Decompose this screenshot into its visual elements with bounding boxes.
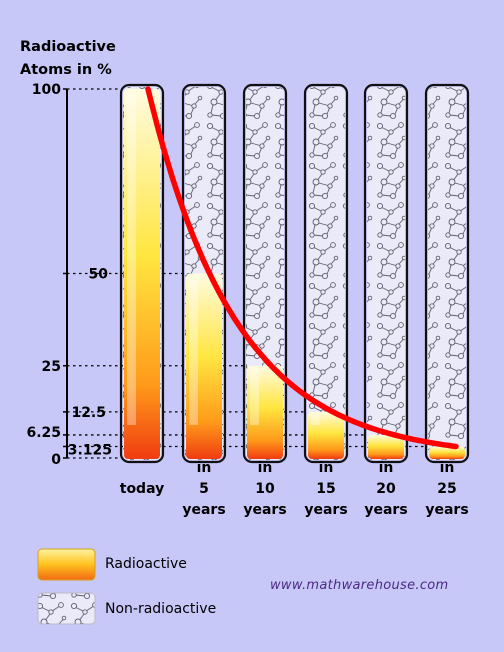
- y-tick-label: 25: [42, 359, 61, 375]
- y-axis-title-line2: Atoms in %: [20, 62, 112, 78]
- x-tick-label-line: 20: [376, 481, 396, 497]
- x-tick-label-line: 5: [199, 481, 209, 497]
- bar-radioactive-fill: [247, 365, 283, 459]
- decay-curve-layer: [145, 86, 459, 450]
- bar-highlight: [189, 276, 198, 425]
- x-tick-label-line: in: [258, 460, 273, 476]
- x-tick-label: in 15 years: [304, 460, 347, 518]
- x-tick-label-line: in: [440, 460, 455, 476]
- x-tick-label-line: 25: [437, 481, 456, 497]
- x-tick-label: in 10 years: [243, 460, 286, 518]
- bar-radioactive-fill: [186, 273, 222, 459]
- y-tick-labels: 100 50 25 12.5 6.25 3.125 0: [26, 82, 112, 468]
- x-tick-label-line: years: [304, 502, 347, 518]
- x-tick-label: in 20 years: [364, 460, 407, 518]
- legend-label-non-radioactive: Non-radioactive: [105, 601, 216, 617]
- x-tick-label: today: [120, 481, 164, 497]
- y-axis-title: Radioactive Atoms in %: [20, 39, 116, 78]
- bar: [242, 83, 288, 464]
- bar: [424, 83, 470, 464]
- bar-radioactive-fill: [429, 446, 465, 459]
- legend-swatch-radioactive: [37, 548, 96, 581]
- bar-non-radioactive-fill: [307, 87, 345, 460]
- x-tick-label-line: in: [379, 460, 394, 476]
- bar: [303, 83, 349, 464]
- bar-outline: [303, 83, 349, 464]
- bar-non-radioactive-fill: [367, 87, 405, 460]
- bar-non-radioactive-fill: [428, 87, 466, 460]
- y-tick-label: 50: [89, 267, 109, 283]
- y-tick-label: 12.5: [71, 405, 106, 421]
- x-tick-label-line: 10: [255, 481, 275, 497]
- bars: [119, 83, 470, 464]
- bar: [181, 83, 227, 464]
- x-tick-label: in 25 years: [425, 460, 468, 518]
- x-tick-label-line: 15: [316, 481, 335, 497]
- x-tick-label-line: years: [243, 502, 286, 518]
- y-tick-label: 100: [32, 82, 61, 98]
- bar-outline: [363, 83, 409, 464]
- x-tick-label-line: years: [425, 502, 468, 518]
- bar-highlight: [127, 92, 136, 425]
- watermark: www.mathwarehouse.com: [270, 578, 449, 593]
- x-tick-label-line: in: [319, 460, 334, 476]
- bar-outline: [119, 83, 165, 464]
- x-tick-label-line: years: [182, 502, 225, 518]
- bar-outline: [242, 83, 288, 464]
- bar-outline: [181, 83, 227, 464]
- legend: Radioactive Non-radioactive: [37, 548, 216, 625]
- legend-swatch-non-radioactive: [37, 592, 96, 625]
- x-tick-label-line: years: [364, 502, 407, 518]
- x-tick-label-line: today: [120, 481, 164, 497]
- y-tick-label: 6.25: [26, 425, 61, 441]
- bar-highlight: [250, 368, 259, 425]
- bar: [119, 83, 165, 464]
- bar-highlight: [311, 414, 320, 425]
- decay-curve: [145, 86, 459, 450]
- y-tick-label: 0: [51, 452, 61, 468]
- bar: [363, 83, 409, 464]
- x-tick-label: in 5 years: [182, 460, 225, 518]
- legend-label-radioactive: Radioactive: [105, 556, 187, 572]
- bar-radioactive-fill: [124, 89, 160, 459]
- y-axis-title-line1: Radioactive: [20, 39, 116, 55]
- bar-radioactive-fill: [368, 434, 404, 459]
- x-tick-label-line: in: [197, 460, 212, 476]
- y-tick-label: 3.125: [68, 442, 112, 458]
- x-tick-labels: today in 5 years in 10 years in 15 years in 20 years…: [120, 460, 469, 518]
- bar-outline: [424, 83, 470, 464]
- bar-radioactive-fill: [308, 411, 344, 459]
